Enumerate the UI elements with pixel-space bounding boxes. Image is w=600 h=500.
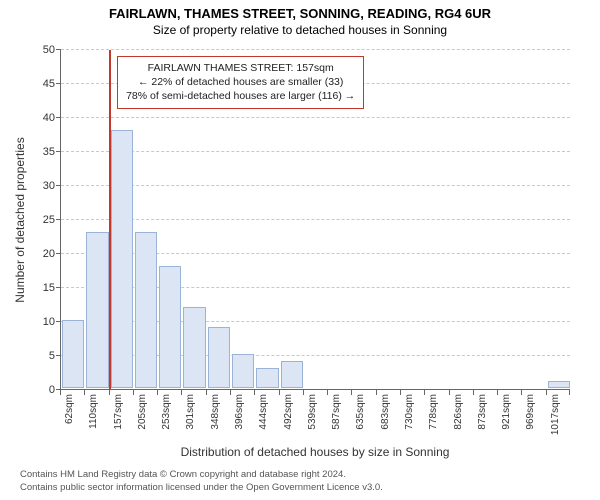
xtick-mark [376, 390, 377, 395]
xtick-mark [230, 390, 231, 395]
xtick-mark [181, 390, 182, 395]
xtick-label: 348sqm [210, 394, 221, 444]
xtick-mark [327, 390, 328, 395]
ytick-label: 45 [25, 78, 55, 90]
histogram-bar [86, 232, 108, 388]
xtick-mark [473, 390, 474, 395]
gridline [61, 49, 570, 50]
histogram-bar [256, 368, 278, 388]
ytick-label: 20 [25, 248, 55, 260]
info-box-line: FAIRLAWN THAMES STREET: 157sqm [126, 61, 355, 75]
footer-attribution: Contains HM Land Registry data © Crown c… [20, 469, 383, 494]
histogram-bar [159, 266, 181, 388]
xtick-mark [84, 390, 85, 395]
xtick-mark [424, 390, 425, 395]
gridline [61, 185, 570, 186]
xtick-label: 205sqm [137, 394, 148, 444]
page-subtitle: Size of property relative to detached ho… [0, 21, 600, 41]
gridline [61, 117, 570, 118]
ytick-mark [56, 321, 61, 322]
footer-line-2: Contains public sector information licen… [20, 482, 383, 494]
xtick-mark [400, 390, 401, 395]
xtick-mark [449, 390, 450, 395]
ytick-mark [56, 219, 61, 220]
info-box-line: ← 22% of detached houses are smaller (33… [126, 75, 355, 89]
ytick-label: 5 [25, 350, 55, 362]
histogram-plot: Number of detached properties 0510152025… [60, 50, 570, 390]
info-box: FAIRLAWN THAMES STREET: 157sqm← 22% of d… [117, 56, 364, 109]
histogram-bar [135, 232, 157, 388]
histogram-bar [183, 307, 205, 388]
info-box-line: 78% of semi-detached houses are larger (… [126, 89, 355, 103]
x-axis-label: Distribution of detached houses by size … [60, 445, 570, 459]
gridline [61, 219, 570, 220]
ytick-mark [56, 151, 61, 152]
xtick-label: 396sqm [234, 394, 245, 444]
xtick-mark [303, 390, 304, 395]
ytick-label: 15 [25, 282, 55, 294]
page-title-address: FAIRLAWN, THAMES STREET, SONNING, READIN… [0, 0, 600, 21]
histogram-bar [548, 381, 570, 388]
xtick-mark [569, 390, 570, 395]
ytick-label: 25 [25, 214, 55, 226]
ytick-label: 50 [25, 44, 55, 56]
ytick-label: 0 [25, 384, 55, 396]
ytick-mark [56, 117, 61, 118]
histogram-bar [281, 361, 303, 388]
xtick-mark [254, 390, 255, 395]
ytick-mark [56, 185, 61, 186]
xtick-mark [60, 390, 61, 395]
xtick-mark [157, 390, 158, 395]
xtick-label: 157sqm [113, 394, 124, 444]
xtick-label: 62sqm [64, 394, 75, 444]
histogram-bar [111, 130, 133, 388]
xtick-label: 492sqm [283, 394, 294, 444]
ytick-mark [56, 355, 61, 356]
xtick-label: 1017sqm [550, 394, 561, 444]
chart-container: Number of detached properties 0510152025… [60, 50, 570, 420]
ytick-mark [56, 83, 61, 84]
xtick-mark [521, 390, 522, 395]
ytick-label: 30 [25, 180, 55, 192]
ytick-mark [56, 253, 61, 254]
xtick-label: 921sqm [501, 394, 512, 444]
xtick-label: 635sqm [355, 394, 366, 444]
histogram-bar [62, 320, 84, 388]
xtick-label: 826sqm [453, 394, 464, 444]
ytick-mark [56, 49, 61, 50]
xtick-label: 873sqm [477, 394, 488, 444]
xtick-label: 539sqm [307, 394, 318, 444]
ytick-label: 35 [25, 146, 55, 158]
xtick-mark [133, 390, 134, 395]
xtick-label: 683sqm [380, 394, 391, 444]
highlight-line [109, 50, 111, 390]
gridline [61, 151, 570, 152]
xtick-mark [109, 390, 110, 395]
xtick-mark [206, 390, 207, 395]
histogram-bar [208, 327, 230, 388]
xtick-label: 969sqm [525, 394, 536, 444]
xtick-label: 110sqm [88, 394, 99, 444]
ytick-label: 40 [25, 112, 55, 124]
xtick-mark [497, 390, 498, 395]
xtick-mark [279, 390, 280, 395]
xtick-mark [546, 390, 547, 395]
ytick-mark [56, 287, 61, 288]
xtick-label: 301sqm [185, 394, 196, 444]
xtick-label: 253sqm [161, 394, 172, 444]
xtick-label: 587sqm [331, 394, 342, 444]
footer-line-1: Contains HM Land Registry data © Crown c… [20, 469, 383, 481]
histogram-bar [232, 354, 254, 388]
xtick-label: 778sqm [428, 394, 439, 444]
xtick-label: 444sqm [258, 394, 269, 444]
xtick-label: 730sqm [404, 394, 415, 444]
ytick-label: 10 [25, 316, 55, 328]
xtick-mark [351, 390, 352, 395]
